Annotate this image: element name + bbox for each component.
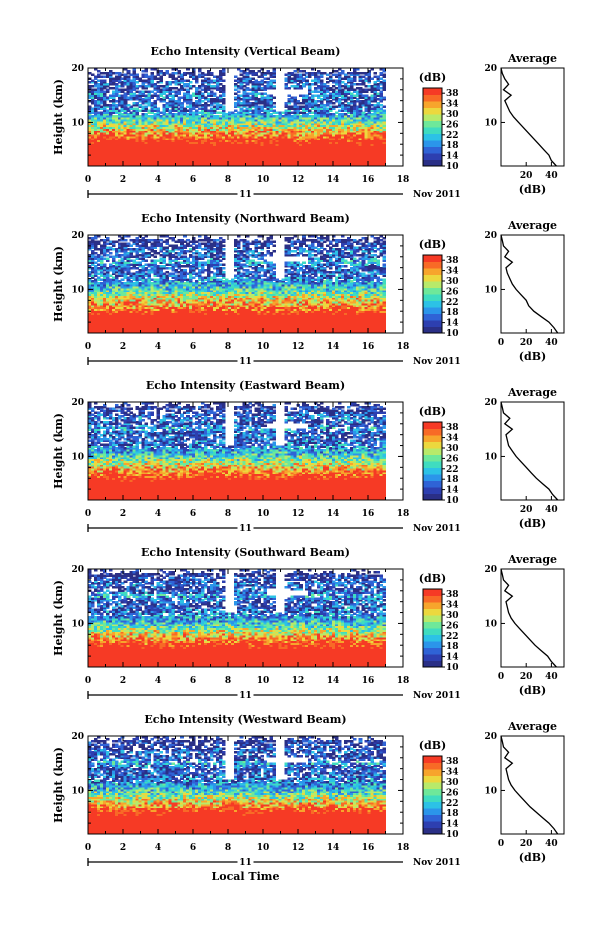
colorbar-swatch: [423, 147, 442, 154]
x-tick-label: 8: [225, 175, 231, 185]
colorbar-unit: (dB): [419, 71, 446, 84]
panel-title: Echo Intensity (Vertical Beam): [150, 45, 340, 58]
colorbar-swatch: [423, 101, 442, 108]
x-tick-label: 10: [257, 175, 270, 185]
heatmap-cell: [118, 72, 122, 74]
date-day-label: 11: [239, 190, 252, 200]
profile-x-label: (dB): [519, 183, 546, 196]
panel-title: Echo Intensity (Northward Beam): [141, 212, 350, 225]
heatmap-cell: [264, 93, 268, 95]
profile-x-tick-label: 40: [545, 171, 558, 181]
heatmap-cell: [207, 77, 211, 79]
heatmap-cell: [293, 96, 297, 98]
heatmap-cell: [109, 70, 113, 72]
colorbar-swatch: [423, 140, 442, 147]
colorbar-swatch: [423, 127, 442, 134]
x-tick-label: 2: [120, 175, 126, 185]
heatmap-cell: [302, 70, 306, 72]
heatmap-cell: [103, 79, 107, 81]
heatmap-cell: [174, 87, 178, 89]
heatmap-cell: [159, 70, 163, 72]
x-tick-label: 14: [327, 175, 340, 185]
heatmap-cell: [192, 85, 196, 87]
heatmap-cell: [186, 79, 190, 81]
heatmap-cell: [323, 72, 327, 74]
profile-y-tick-label: 20: [484, 64, 497, 74]
heatmap-cell: [150, 72, 154, 74]
heatmap-cell: [252, 70, 256, 72]
colorbar-tick-label: 30: [446, 110, 459, 120]
y-axis-label: Height (km): [52, 79, 65, 155]
heatmap-cell: [234, 76, 238, 78]
colorbar-tick-label: 26: [446, 120, 459, 130]
profile-frame: [501, 68, 564, 166]
colorbar-tick-label: 22: [446, 131, 459, 141]
colorbar-swatch: [423, 153, 442, 160]
colorbar-swatch: [423, 114, 442, 121]
heatmap-cell: [252, 77, 256, 79]
colorbar-tick-label: 14: [446, 152, 459, 162]
panel-2: Echo Intensity (Northward Beam)0 2 4 6 8 10 12…: [52, 212, 564, 367]
heatmap-cell: [359, 87, 363, 89]
colorbar-swatch: [423, 160, 442, 167]
x-tick-label: 12: [292, 175, 305, 185]
heatmap-cell: [165, 70, 169, 72]
colorbar-tick-label: 18: [446, 141, 459, 151]
colorbar-tick-label: 10: [446, 162, 459, 172]
colorbar-swatch: [423, 108, 442, 115]
profile-title: Average: [507, 52, 557, 65]
x-tick-label: 0: [85, 175, 91, 185]
colorbar-tick-label: 34: [446, 100, 459, 110]
heatmap-cells: [88, 68, 386, 167]
date-month-label: Nov 2011: [413, 190, 461, 200]
y-tick-label: 10: [71, 118, 84, 128]
heatmap-cell: [88, 72, 92, 74]
profile-y-tick-label: 10: [484, 118, 497, 128]
colorbar-tick-label: 38: [446, 89, 459, 99]
profile-x-tick-label: 20: [520, 171, 533, 181]
heatmap-cell: [287, 94, 291, 96]
heatmap-cell: [365, 94, 369, 96]
x-tick-label: 6: [190, 175, 196, 185]
panel-1: Echo Intensity (Vertical Beam) 0 2 4 6 8 10 12 1…: [52, 45, 564, 200]
heatmap-cells: [88, 235, 386, 334]
colorbar-swatch: [423, 121, 442, 128]
heatmap-cell: [145, 74, 149, 76]
x-tick-label: 16: [362, 175, 375, 185]
profile-line: [501, 68, 556, 166]
colorbar-swatch: [423, 134, 442, 141]
heatmap-cell: [267, 70, 271, 72]
colorbar-swatch: [423, 88, 442, 95]
x-tick-label: 18: [397, 175, 410, 185]
heatmap-cell: [317, 70, 321, 72]
heatmap-cell: [374, 72, 378, 74]
heatmap-cell: [88, 106, 92, 108]
heatmap-cell: [269, 94, 273, 96]
heatmap-cell: [272, 79, 276, 81]
heatmap-cell: [234, 109, 238, 111]
colorbar-swatch: [423, 95, 442, 102]
x-tick-label: 4: [155, 175, 161, 185]
y-tick-label: 20: [71, 64, 84, 74]
